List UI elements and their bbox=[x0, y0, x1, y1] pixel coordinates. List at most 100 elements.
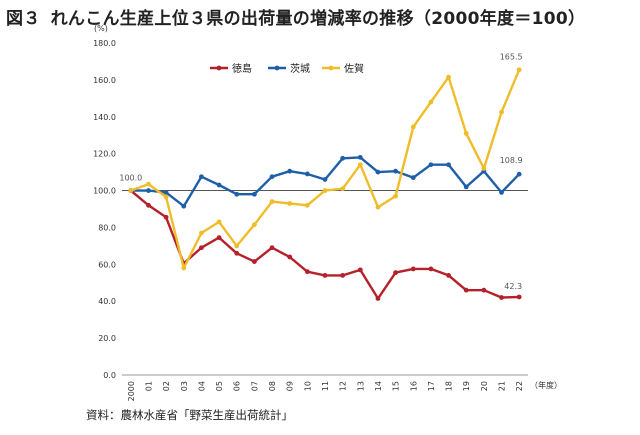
x-tick-label: 05 bbox=[215, 381, 224, 391]
title-text: れんこん生産上位３県の出荷量の増減率の推移（2000年度＝100） bbox=[50, 9, 586, 29]
y-tick-label: 160.0 bbox=[93, 76, 116, 85]
data-point bbox=[357, 267, 363, 273]
data-point bbox=[516, 67, 522, 73]
data-point bbox=[146, 181, 151, 187]
x-tick-label: 17 bbox=[427, 381, 436, 391]
data-point bbox=[128, 188, 134, 193]
data-point bbox=[410, 124, 416, 130]
data-point bbox=[322, 273, 328, 278]
data-point bbox=[410, 175, 416, 181]
y-tick-label: 140.0 bbox=[93, 113, 116, 122]
data-point bbox=[304, 171, 310, 177]
data-point bbox=[481, 287, 487, 293]
x-tick-label: 10 bbox=[303, 381, 312, 391]
x-tick-label: 02 bbox=[162, 381, 171, 391]
data-point bbox=[163, 194, 169, 200]
data-point bbox=[481, 166, 487, 171]
data-label: 42.3 bbox=[504, 282, 522, 291]
x-tick-label: 21 bbox=[498, 381, 507, 391]
data-point bbox=[340, 186, 346, 192]
y-tick-label: 20.0 bbox=[98, 334, 116, 343]
chart-title: 図３ れんこん生産上位３県の出荷量の増減率の推移（2000年度＝100） bbox=[6, 4, 585, 29]
data-point bbox=[357, 162, 363, 168]
x-tick-label: 16 bbox=[409, 381, 418, 391]
x-tick-label: 18 bbox=[445, 381, 454, 391]
x-tick-label: 22 bbox=[515, 381, 524, 391]
data-point bbox=[146, 202, 151, 208]
data-point bbox=[199, 230, 204, 236]
x-tick-label: 04 bbox=[197, 381, 206, 391]
data-point bbox=[322, 177, 328, 182]
data-point bbox=[393, 193, 399, 199]
data-point bbox=[499, 109, 504, 115]
x-tick-label: 13 bbox=[356, 381, 365, 391]
data-point bbox=[516, 171, 522, 177]
x-tick-label: 2000 bbox=[127, 381, 136, 401]
data-point bbox=[463, 184, 469, 190]
data-point bbox=[428, 99, 434, 105]
data-point bbox=[269, 174, 275, 180]
data-point bbox=[146, 188, 151, 193]
y-tick-label: 180.0 bbox=[93, 39, 116, 48]
data-point bbox=[251, 259, 257, 264]
x-tick-label: 06 bbox=[233, 381, 242, 391]
data-point bbox=[216, 182, 222, 188]
x-tick-label: 20 bbox=[480, 381, 489, 391]
data-point bbox=[287, 168, 293, 174]
y-tick-label: 80.0 bbox=[98, 223, 116, 232]
data-point bbox=[357, 154, 363, 160]
data-point bbox=[375, 296, 381, 301]
data-point bbox=[181, 203, 187, 209]
data-point bbox=[340, 155, 346, 161]
x-tick-label: 12 bbox=[339, 381, 348, 391]
x-tick-label: 14 bbox=[374, 381, 383, 391]
data-label: 165.5 bbox=[500, 53, 523, 62]
data-point bbox=[216, 235, 222, 240]
data-point bbox=[463, 130, 469, 136]
x-tick-label: 09 bbox=[286, 381, 295, 391]
legend-marker bbox=[328, 65, 334, 71]
legend-marker bbox=[274, 65, 280, 71]
x-tick-label: 19 bbox=[462, 381, 471, 391]
y-tick-label: 60.0 bbox=[98, 260, 116, 269]
data-point bbox=[463, 287, 469, 293]
data-point bbox=[393, 168, 399, 174]
data-label: 108.9 bbox=[500, 156, 523, 165]
data-point bbox=[499, 295, 504, 300]
legend-label: 佐賀 bbox=[344, 63, 364, 75]
data-point bbox=[340, 273, 346, 278]
data-point bbox=[269, 245, 275, 251]
source-note: 資料：農林水産省「野菜生産出荷統計」 bbox=[86, 408, 293, 422]
data-point bbox=[251, 191, 257, 197]
legend-label: 茨城 bbox=[290, 62, 310, 75]
data-point bbox=[499, 190, 504, 195]
x-tick-label: 11 bbox=[321, 381, 330, 391]
data-point bbox=[269, 199, 275, 205]
data-label: 100.0 bbox=[119, 174, 142, 183]
data-point bbox=[322, 188, 328, 193]
y-tick-label: 120.0 bbox=[93, 150, 116, 159]
x-axis-unit: （年度） bbox=[530, 380, 562, 390]
data-point bbox=[234, 191, 240, 197]
data-point bbox=[446, 273, 451, 278]
data-point bbox=[287, 201, 293, 206]
data-point bbox=[375, 169, 381, 175]
series-line-3 bbox=[130, 69, 521, 270]
data-point bbox=[516, 294, 522, 300]
data-point bbox=[393, 270, 399, 276]
data-point bbox=[251, 222, 257, 228]
x-tick-label: 15 bbox=[392, 381, 401, 391]
legend-label: 徳島 bbox=[232, 62, 252, 75]
figure-label: 図３ bbox=[6, 9, 41, 29]
data-point bbox=[304, 269, 310, 275]
data-point bbox=[428, 266, 434, 272]
data-point bbox=[375, 204, 381, 210]
data-point bbox=[181, 265, 187, 271]
data-point bbox=[428, 162, 434, 168]
data-point bbox=[234, 250, 240, 256]
data-point bbox=[216, 219, 222, 225]
data-point bbox=[163, 190, 169, 195]
data-point bbox=[199, 245, 204, 251]
data-point bbox=[199, 174, 204, 180]
data-point bbox=[163, 214, 169, 220]
